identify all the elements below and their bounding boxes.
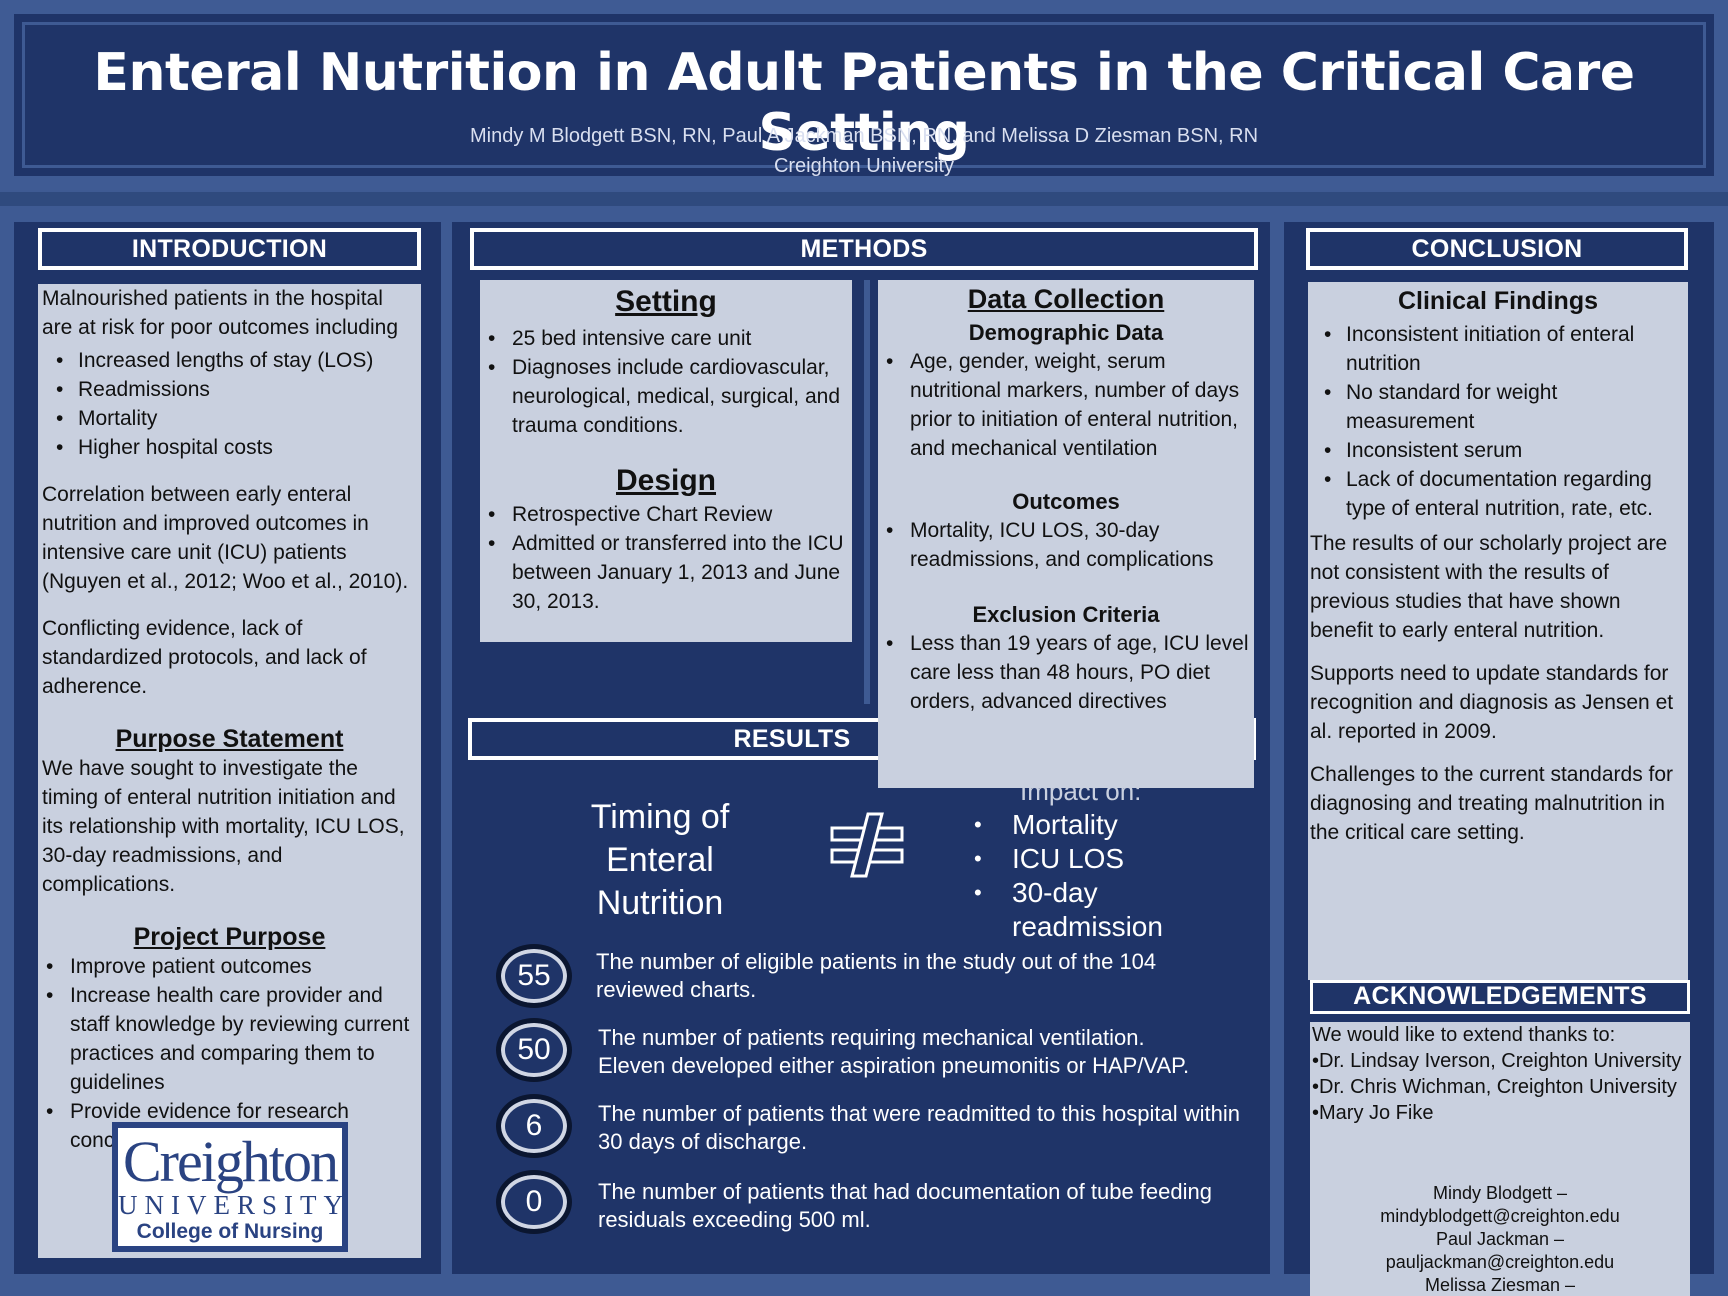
contact-line: mindyblodgett@creighton.edu bbox=[1380, 1206, 1620, 1226]
list-item: Age, gender, weight, serum nutritional m… bbox=[882, 347, 1250, 463]
impact-label: Impact on: bbox=[1020, 776, 1142, 806]
creighton-logo: Creighton UNIVERSITY College of Nursing bbox=[112, 1122, 348, 1252]
list-item: Higher hospital costs bbox=[42, 433, 417, 462]
intro-lead: Malnourished patients in the hospital ar… bbox=[42, 287, 399, 339]
stat-text-ventilation: The number of patients requiring mechani… bbox=[598, 1025, 1190, 1078]
list-item: 30-day readmission bbox=[970, 876, 1170, 944]
list-item: Increased lengths of stay (LOS) bbox=[42, 346, 417, 375]
ack-person: •Dr. Chris Wichman, Creighton University bbox=[1312, 1076, 1677, 1098]
setting-heading: Setting bbox=[615, 285, 717, 318]
list-item: Lack of documentation regarding type of … bbox=[1310, 465, 1686, 523]
list-item: Improve patient outcomes bbox=[42, 952, 417, 981]
setting-design-panel: Setting 25 bed intensive care unit Diagn… bbox=[480, 280, 852, 642]
contact-line: Mindy Blodgett – bbox=[1432, 1183, 1568, 1203]
conclusion-heading: CONCLUSION bbox=[1306, 228, 1688, 270]
acknowledgements-heading: ACKNOWLEDGEMENTS bbox=[1310, 980, 1690, 1014]
list-item: 25 bed intensive care unit bbox=[484, 324, 848, 353]
stat-text-eligible: The number of eligible patients in the s… bbox=[596, 949, 1157, 1002]
contacts: Mindy Blodgett – mindyblodgett@creighton… bbox=[1310, 1182, 1690, 1296]
stat-circle-eligible: 55 bbox=[498, 946, 570, 1006]
list-item: Mortality bbox=[42, 404, 417, 433]
stat-text-readmitted: The number of patients that were readmit… bbox=[598, 1101, 1241, 1154]
data-collection-heading: Data Collection bbox=[967, 284, 1165, 314]
design-heading: Design bbox=[615, 464, 717, 497]
conclusion-panel: Clinical Findings Inconsistent initiatio… bbox=[1308, 282, 1688, 980]
introduction-panel: Malnourished patients in the hospital ar… bbox=[38, 284, 421, 1258]
poster-title: Enteral Nutrition in Adult Patients in t… bbox=[93, 43, 1635, 163]
setting-list: 25 bed intensive care unit Diagnoses inc… bbox=[484, 324, 848, 440]
ack-intro: We would like to extend thanks to: bbox=[1312, 1024, 1616, 1046]
list-item: Increase health care provider and staff … bbox=[42, 981, 417, 1097]
header-divider bbox=[0, 192, 1728, 206]
intro-correlation: Correlation between early enteral nutrit… bbox=[42, 483, 409, 593]
contact-line: pauljackman@creighton.edu bbox=[1385, 1252, 1615, 1272]
conclusion-paragraph-standards: Supports need to update standards for re… bbox=[1310, 662, 1674, 743]
clinical-findings-list: Inconsistent initiation of enteral nutri… bbox=[1310, 320, 1686, 523]
clinical-findings-heading: Clinical Findings bbox=[1397, 287, 1598, 315]
list-item: Retrospective Chart Review bbox=[484, 500, 848, 529]
impact-list: Mortality ICU LOS 30-day readmission bbox=[970, 808, 1170, 944]
list-item: Inconsistent serum bbox=[1310, 436, 1686, 465]
header-inner: Enteral Nutrition in Adult Patients in t… bbox=[22, 22, 1706, 177]
intro-risk-list: Increased lengths of stay (LOS) Readmiss… bbox=[42, 346, 417, 462]
methods-column-divider bbox=[864, 280, 870, 704]
list-item: Mortality bbox=[970, 808, 1170, 842]
list-item: Admitted or transferred into the ICU bet… bbox=[484, 529, 848, 616]
stat-circle-readmitted: 6 bbox=[498, 1096, 570, 1156]
design-list: Retrospective Chart Review Admitted or t… bbox=[484, 500, 848, 616]
list-item: No standard for weight measurement bbox=[1310, 378, 1686, 436]
ack-person: •Dr. Lindsay Iverson, Creighton Universi… bbox=[1312, 1050, 1682, 1072]
introduction-heading: INTRODUCTION bbox=[38, 228, 421, 270]
intro-conflicting: Conflicting evidence, lack of standardiz… bbox=[42, 617, 367, 698]
logo-name: Creighton bbox=[123, 1129, 339, 1194]
data-collection-panel: Data Collection Demographic Data Age, ge… bbox=[878, 280, 1254, 788]
timing-label: Timing of Enteral Nutrition bbox=[590, 798, 730, 922]
list-item: Diagnoses include cardiovascular, neurol… bbox=[484, 353, 848, 440]
list-item: Inconsistent initiation of enteral nutri… bbox=[1310, 320, 1686, 378]
stat-circle-residuals: 0 bbox=[498, 1172, 570, 1232]
demographic-list: Age, gender, weight, serum nutritional m… bbox=[882, 347, 1250, 463]
acknowledgements-panel: We would like to extend thanks to: •Dr. … bbox=[1310, 1022, 1690, 1186]
stat-text-residuals: The number of patients that had document… bbox=[598, 1179, 1212, 1232]
logo-university: UNIVERSITY bbox=[118, 1190, 348, 1220]
list-item: Readmissions bbox=[42, 375, 417, 404]
conclusion-paragraph-challenges: Challenges to the current standards for … bbox=[1310, 763, 1674, 844]
list-item: Less than 19 years of age, ICU level car… bbox=[882, 629, 1250, 716]
contact-line: Melissa Ziesman – bbox=[1424, 1275, 1576, 1295]
purpose-statement-text: We have sought to investigate the timing… bbox=[42, 757, 405, 896]
ack-person: •Mary Jo Fike bbox=[1312, 1102, 1434, 1124]
outcomes-list: Mortality, ICU LOS, 30-day readmissions,… bbox=[882, 516, 1250, 574]
list-item: ICU LOS bbox=[970, 842, 1170, 876]
exclusion-list: Less than 19 years of age, ICU level car… bbox=[882, 629, 1250, 716]
exclusion-heading: Exclusion Criteria bbox=[972, 602, 1160, 627]
purpose-statement-heading: Purpose Statement bbox=[115, 725, 344, 753]
list-item: Mortality, ICU LOS, 30-day readmissions,… bbox=[882, 516, 1250, 574]
outcomes-heading: Outcomes bbox=[1012, 489, 1120, 514]
project-purpose-heading: Project Purpose bbox=[133, 923, 326, 951]
logo-college: College of Nursing bbox=[118, 1218, 342, 1246]
not-equal-icon bbox=[830, 812, 904, 878]
contact-line: Paul Jackman – bbox=[1435, 1229, 1565, 1249]
poster-header: Enteral Nutrition in Adult Patients in t… bbox=[0, 0, 1728, 190]
demographic-heading: Demographic Data bbox=[968, 320, 1164, 345]
poster-authors: Mindy M Blodgett BSN, RN, Paul A Jackman… bbox=[469, 125, 1259, 147]
poster-institution: Creighton University bbox=[773, 155, 955, 177]
conclusion-paragraph-results: The results of our scholarly project are… bbox=[1310, 532, 1668, 642]
contacts-panel bbox=[1310, 1186, 1690, 1296]
stat-circle-ventilation: 50 bbox=[498, 1020, 570, 1080]
methods-heading: METHODS bbox=[470, 228, 1258, 270]
